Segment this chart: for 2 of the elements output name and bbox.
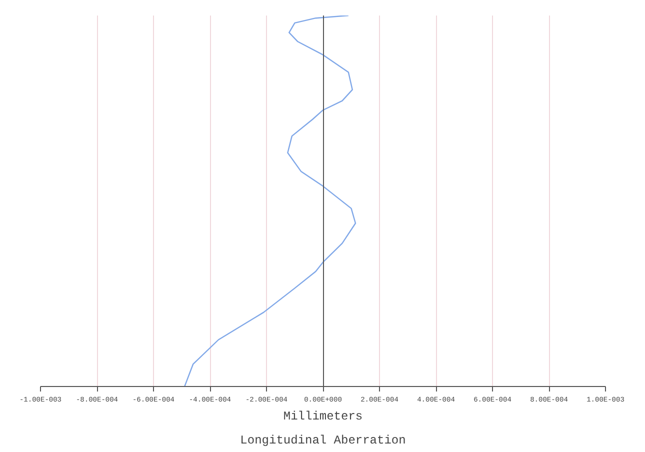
- x-axis-title: Millimeters: [283, 410, 363, 424]
- text: Longitudinal Aberration: [240, 434, 406, 448]
